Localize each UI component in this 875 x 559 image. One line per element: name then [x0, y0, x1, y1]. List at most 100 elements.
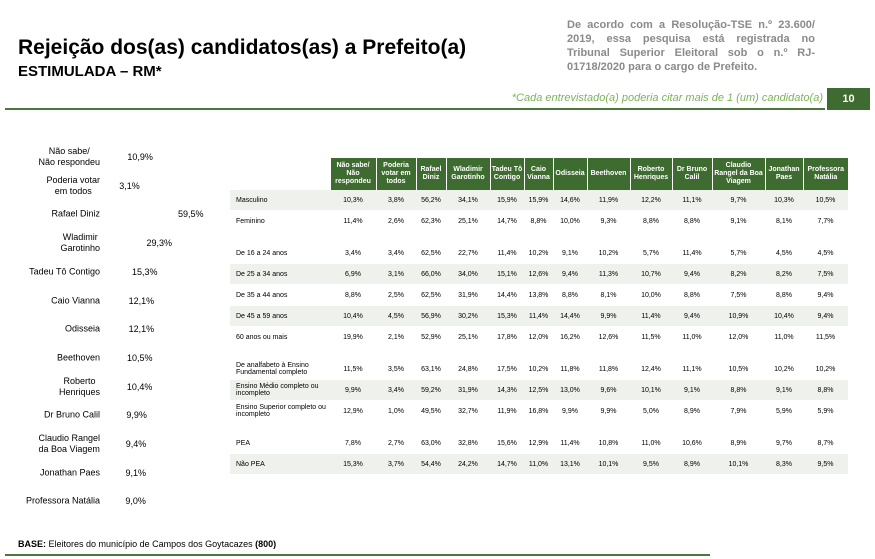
cell: 9,5% [630, 453, 672, 475]
cell: 12,6% [587, 326, 630, 348]
footer: BASE: Eleitores do município de Campos d… [18, 539, 276, 549]
cell: 10,0% [553, 210, 587, 232]
cell: 54,4% [416, 453, 446, 475]
category-label: Rafael Diniz [51, 208, 100, 219]
cell: 9,9% [553, 400, 587, 422]
category-label: Tadeu Tô Contigo [29, 266, 100, 277]
cell: 49,5% [416, 400, 446, 422]
cell: 14,6% [553, 190, 587, 211]
spacer-row [230, 347, 848, 359]
cell: 11,4% [330, 210, 376, 232]
cell: 8,7% [803, 432, 848, 454]
cell: 9,9% [587, 400, 630, 422]
cell: 3,4% [376, 242, 416, 264]
category-label: Roberto Henriques [58, 375, 100, 397]
cell: 8,9% [672, 400, 712, 422]
cell: 15,9% [490, 190, 524, 211]
cell: 12,0% [524, 326, 553, 348]
cell: 8,3% [765, 453, 803, 475]
value-label: 12,1% [128, 324, 155, 335]
cell: 15,1% [490, 263, 524, 285]
cell: 7,8% [330, 432, 376, 454]
cell: 31,9% [446, 284, 490, 306]
cell: 14,3% [490, 379, 524, 401]
value-label: 10,5% [126, 352, 153, 363]
cell: 7,5% [712, 284, 765, 306]
row-label: De 35 a 44 anos [230, 284, 330, 306]
cell: 62,5% [416, 242, 446, 264]
cell: 4,5% [765, 242, 803, 264]
category-label: Professora Natália [25, 495, 100, 506]
cell: 10,5% [803, 190, 848, 211]
cell: 7,5% [803, 263, 848, 285]
cell: 12,4% [630, 358, 672, 380]
cell: 11,1% [672, 190, 712, 211]
subtitle: ESTIMULADA – RM* [18, 63, 162, 80]
cell: 10,1% [630, 379, 672, 401]
column-header: Jonathan Paes [764, 158, 803, 190]
cell: 32,7% [446, 400, 490, 422]
cell: 12,9% [330, 400, 376, 422]
cell: 10,0% [630, 284, 672, 306]
category-label: Wladimir Garotinho [60, 232, 100, 254]
table-row: De 25 a 34 anos 6,9% 3,1% 66,0% 34,0% 15,1% 12… [230, 263, 848, 285]
cell: 24,2% [446, 453, 490, 475]
cell: 11,0% [672, 326, 712, 348]
cell: 56,9% [416, 305, 446, 327]
cell: 5,0% [630, 400, 672, 422]
table-row: Ensino Médio completo ou incompleto 9,9% 3… [230, 379, 848, 401]
cell: 12,6% [524, 263, 553, 285]
cell: 11,0% [524, 453, 553, 475]
cell: 30,2% [446, 305, 490, 327]
cell: 9,1% [712, 210, 765, 232]
column-header: Beethoven [586, 158, 630, 190]
cell: 12,0% [712, 326, 765, 348]
cell: 15,9% [524, 190, 553, 211]
table-row: 60 anos ou mais 19,9% 2,1% 52,9% 25,1% 17,8% 1… [230, 326, 848, 348]
row-label: De 16 a 24 anos [230, 242, 330, 264]
spacer-row [230, 421, 848, 433]
column-header: Claudio Rangel da Boa Viagem [711, 158, 765, 190]
cell: 8,8% [524, 210, 553, 232]
header-row: Não sabe/ Não respondeu Poderia votar em … [230, 158, 848, 190]
cell: 5,9% [765, 400, 803, 422]
cell: 22,7% [446, 242, 490, 264]
cell: 66,0% [416, 263, 446, 285]
column-header: Professora Natália [802, 158, 848, 190]
cell: 24,8% [446, 358, 490, 380]
category-label: Jonathan Paes [39, 467, 100, 478]
cell: 62,5% [416, 284, 446, 306]
cell: 11,9% [490, 400, 524, 422]
cell: 10,9% [712, 305, 765, 327]
value-label: 10,9% [127, 152, 153, 162]
cell: 9,1% [765, 379, 803, 401]
cell: 13,1% [553, 453, 587, 475]
value-label: 59,5% [178, 209, 204, 220]
cell: 3,5% [376, 358, 416, 380]
column-header: Odisseia [552, 158, 587, 190]
cell: 15,3% [330, 453, 376, 475]
cell: 11,5% [803, 326, 848, 348]
cell: 9,9% [330, 379, 376, 401]
column-header: Caio Vianna [523, 158, 553, 190]
value-label: 9,1% [125, 467, 146, 478]
cell: 10,7% [630, 263, 672, 285]
row-label: Masculino [230, 190, 330, 211]
value-label: 9,9% [126, 410, 147, 421]
cell: 31,9% [446, 379, 490, 401]
cell: 8,8% [553, 284, 587, 306]
row-label: Ensino Médio completo ou incompleto [230, 379, 330, 401]
cell: 9,4% [803, 284, 848, 306]
cell: 52,9% [416, 326, 446, 348]
cell: 8,8% [765, 284, 803, 306]
cell: 9,4% [553, 263, 587, 285]
cell: 3,1% [376, 263, 416, 285]
table-row: Ensino Superior completo ou incompleto 12… [230, 400, 848, 422]
cell: 2,5% [376, 284, 416, 306]
spacer [230, 421, 848, 433]
cell: 10,5% [712, 358, 765, 380]
row-label: PEA [230, 432, 330, 454]
cell: 11,3% [587, 263, 630, 285]
value-label: 12,1% [128, 295, 155, 306]
